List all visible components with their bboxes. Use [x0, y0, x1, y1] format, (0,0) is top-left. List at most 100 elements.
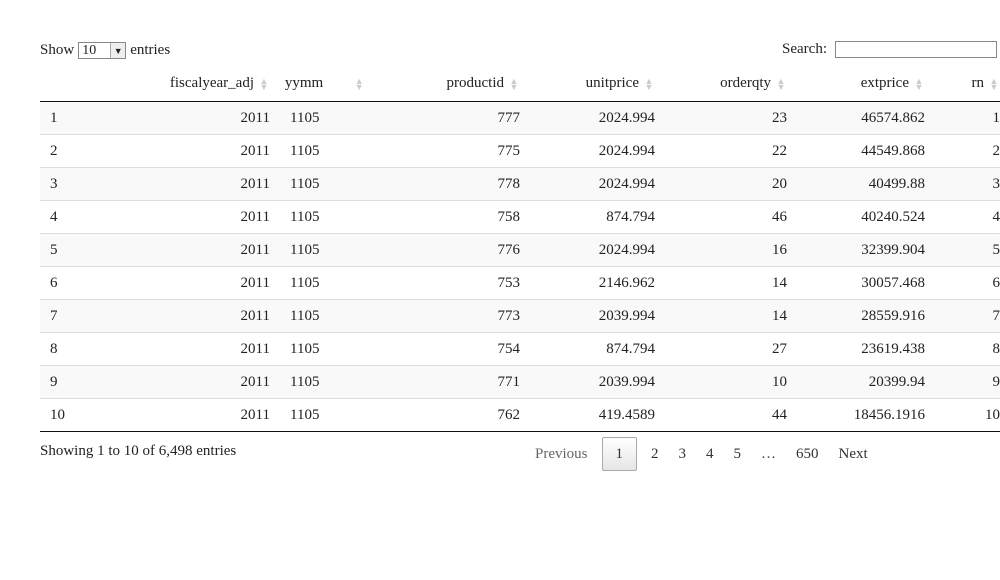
sort-icon: ▲ ▼	[644, 75, 654, 92]
fiscalyear-adj-cell: 2011	[90, 134, 270, 168]
extprice-cell: 18456.1916	[787, 398, 925, 432]
sort-icon: ▲ ▼	[914, 75, 924, 92]
search-input[interactable]	[835, 41, 997, 58]
yymm-cell: 1105	[270, 167, 380, 201]
page-button-4[interactable]: 4	[706, 445, 714, 462]
table-row: 2 2011 1105 775 2024.994 22 44549.868 2	[40, 134, 1000, 168]
unitprice-cell: 2039.994	[520, 299, 655, 333]
sort-icon: ▲ ▼	[354, 75, 364, 92]
page-length-select[interactable]: 10 ▼	[78, 42, 127, 59]
yymm-cell: 1105	[270, 299, 380, 333]
fiscalyear-adj-cell: 2011	[90, 299, 270, 333]
yymm-cell: 1105	[270, 365, 380, 399]
productid-cell: 753	[380, 266, 520, 300]
extprice-cell: 46574.862	[787, 101, 925, 135]
extprice-cell: 30057.468	[787, 266, 925, 300]
column-header-fiscalyear-adj[interactable]: fiscalyear_adj ▲ ▼	[90, 66, 270, 102]
page-button-3[interactable]: 3	[678, 445, 687, 462]
column-header-rn[interactable]: rn ▲ ▼	[925, 66, 1000, 102]
page-button-2[interactable]: 2	[651, 445, 659, 462]
extprice-cell: 32399.904	[787, 233, 925, 267]
table-info: Showing 1 to 10 of 6,498 entries	[40, 443, 237, 459]
unitprice-cell: 2146.962	[520, 266, 655, 300]
orderqty-cell: 22	[655, 134, 787, 168]
row-index: 4	[40, 200, 90, 234]
productid-cell: 754	[380, 332, 520, 366]
row-index: 8	[40, 332, 90, 366]
extprice-cell: 44549.868	[787, 134, 925, 168]
unitprice-cell: 2024.994	[520, 233, 655, 267]
sort-icon: ▲ ▼	[776, 75, 786, 92]
sort-icon: ▲ ▼	[259, 75, 269, 92]
table-controls: Show 10 ▼ entries Search:	[0, 0, 1000, 100]
orderqty-cell: 44	[655, 398, 787, 432]
yymm-cell: 1105	[270, 398, 380, 432]
row-index: 9	[40, 365, 90, 399]
search-control: Search:	[782, 41, 997, 58]
orderqty-cell: 27	[655, 332, 787, 366]
row-index: 1	[40, 101, 90, 135]
search-label: Search:	[782, 41, 827, 57]
productid-cell: 778	[380, 167, 520, 201]
productid-cell: 771	[380, 365, 520, 399]
extprice-cell: 20399.94	[787, 365, 925, 399]
column-header-index[interactable]	[40, 66, 90, 102]
productid-cell: 777	[380, 101, 520, 135]
unitprice-cell: 2039.994	[520, 365, 655, 399]
yymm-cell: 1105	[270, 101, 380, 135]
orderqty-cell: 46	[655, 200, 787, 234]
rn-cell: 1	[925, 101, 1000, 135]
table-row: 1 2011 1105 777 2024.994 23 46574.862 1	[40, 101, 1000, 135]
column-header-yymm[interactable]: yymm ▲ ▼	[270, 66, 380, 102]
orderqty-cell: 10	[655, 365, 787, 399]
unitprice-cell: 419.4589	[520, 398, 655, 432]
orderqty-cell: 20	[655, 167, 787, 201]
yymm-cell: 1105	[270, 200, 380, 234]
sort-icon: ▲ ▼	[509, 75, 519, 92]
rn-cell: 7	[925, 299, 1000, 333]
table-row: 10 2011 1105 762 419.4589 44 18456.1916 10	[40, 398, 1000, 432]
table-row: 8 2011 1105 754 874.794 27 23619.438 8	[40, 332, 1000, 366]
page-button-1[interactable]: 1	[601, 437, 637, 471]
column-header-extprice[interactable]: extprice ▲ ▼	[787, 66, 925, 102]
table-row: 3 2011 1105 778 2024.994 20 40499.88 3	[40, 167, 1000, 201]
rn-cell: 3	[925, 167, 1000, 201]
column-header-unitprice[interactable]: unitprice ▲ ▼	[520, 66, 655, 102]
fiscalyear-adj-cell: 2011	[90, 332, 270, 366]
rn-cell: 9	[925, 365, 1000, 399]
row-index: 2	[40, 134, 90, 168]
productid-cell: 762	[380, 398, 520, 432]
yymm-cell: 1105	[270, 233, 380, 267]
fiscalyear-adj-cell: 2011	[90, 200, 270, 234]
rn-cell: 5	[925, 233, 1000, 267]
previous-button[interactable]: Previous	[535, 445, 588, 462]
orderqty-cell: 14	[655, 266, 787, 300]
entries-label: entries	[130, 42, 171, 58]
page-button-650[interactable]: 650	[796, 445, 819, 462]
extprice-cell: 40499.88	[787, 167, 925, 201]
table-row: 6 2011 1105 753 2146.962 14 30057.468 6	[40, 266, 1000, 300]
yymm-cell: 1105	[270, 266, 380, 300]
chevron-down-icon: ▼	[110, 43, 126, 58]
extprice-cell: 23619.438	[787, 332, 925, 366]
productid-cell: 758	[380, 200, 520, 234]
next-button[interactable]: Next	[838, 445, 868, 462]
table-row: 7 2011 1105 773 2039.994 14 28559.916 7	[40, 299, 1000, 333]
table-body: 1 2011 1105 777 2024.994 23 46574.862 1 2 2011 110…	[40, 101, 1000, 432]
column-header-productid[interactable]: productid ▲ ▼	[380, 66, 520, 102]
table-row: 4 2011 1105 758 874.794 46 40240.524 4	[40, 200, 1000, 234]
page-button-5[interactable]: 5	[733, 445, 742, 462]
extprice-cell: 28559.916	[787, 299, 925, 333]
row-index: 7	[40, 299, 90, 333]
column-header-orderqty[interactable]: orderqty ▲ ▼	[655, 66, 787, 102]
show-label: Show	[40, 42, 75, 58]
productid-cell: 773	[380, 299, 520, 333]
unitprice-cell: 874.794	[520, 332, 655, 366]
sort-icon: ▲ ▼	[989, 75, 999, 92]
row-index: 10	[40, 398, 90, 432]
fiscalyear-adj-cell: 2011	[90, 365, 270, 399]
orderqty-cell: 23	[655, 101, 787, 135]
table-row: 5 2011 1105 776 2024.994 16 32399.904 5	[40, 233, 1000, 267]
row-index: 5	[40, 233, 90, 267]
unitprice-cell: 2024.994	[520, 134, 655, 168]
